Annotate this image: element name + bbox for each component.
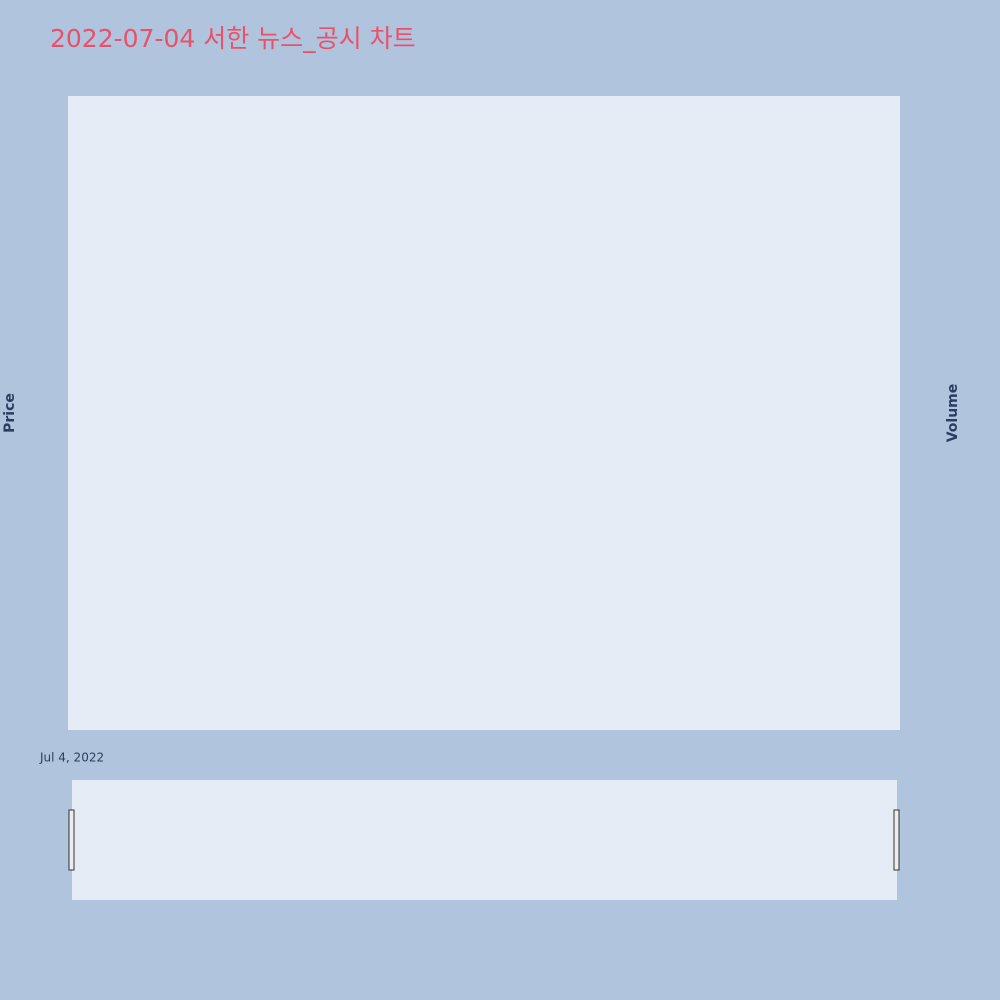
slider-handle-right[interactable] — [893, 809, 900, 871]
x-date-label: Jul 4, 2022 — [39, 751, 104, 765]
chart-title: 2022-07-04 서한 뉴스_공시 차트 — [50, 24, 416, 53]
y-axis-label: Price — [2, 393, 18, 433]
plot-area — [68, 96, 900, 730]
slider-handle-left[interactable] — [68, 809, 75, 871]
range-slider[interactable] — [72, 780, 897, 900]
y2-axis-label: Volume — [945, 384, 961, 443]
